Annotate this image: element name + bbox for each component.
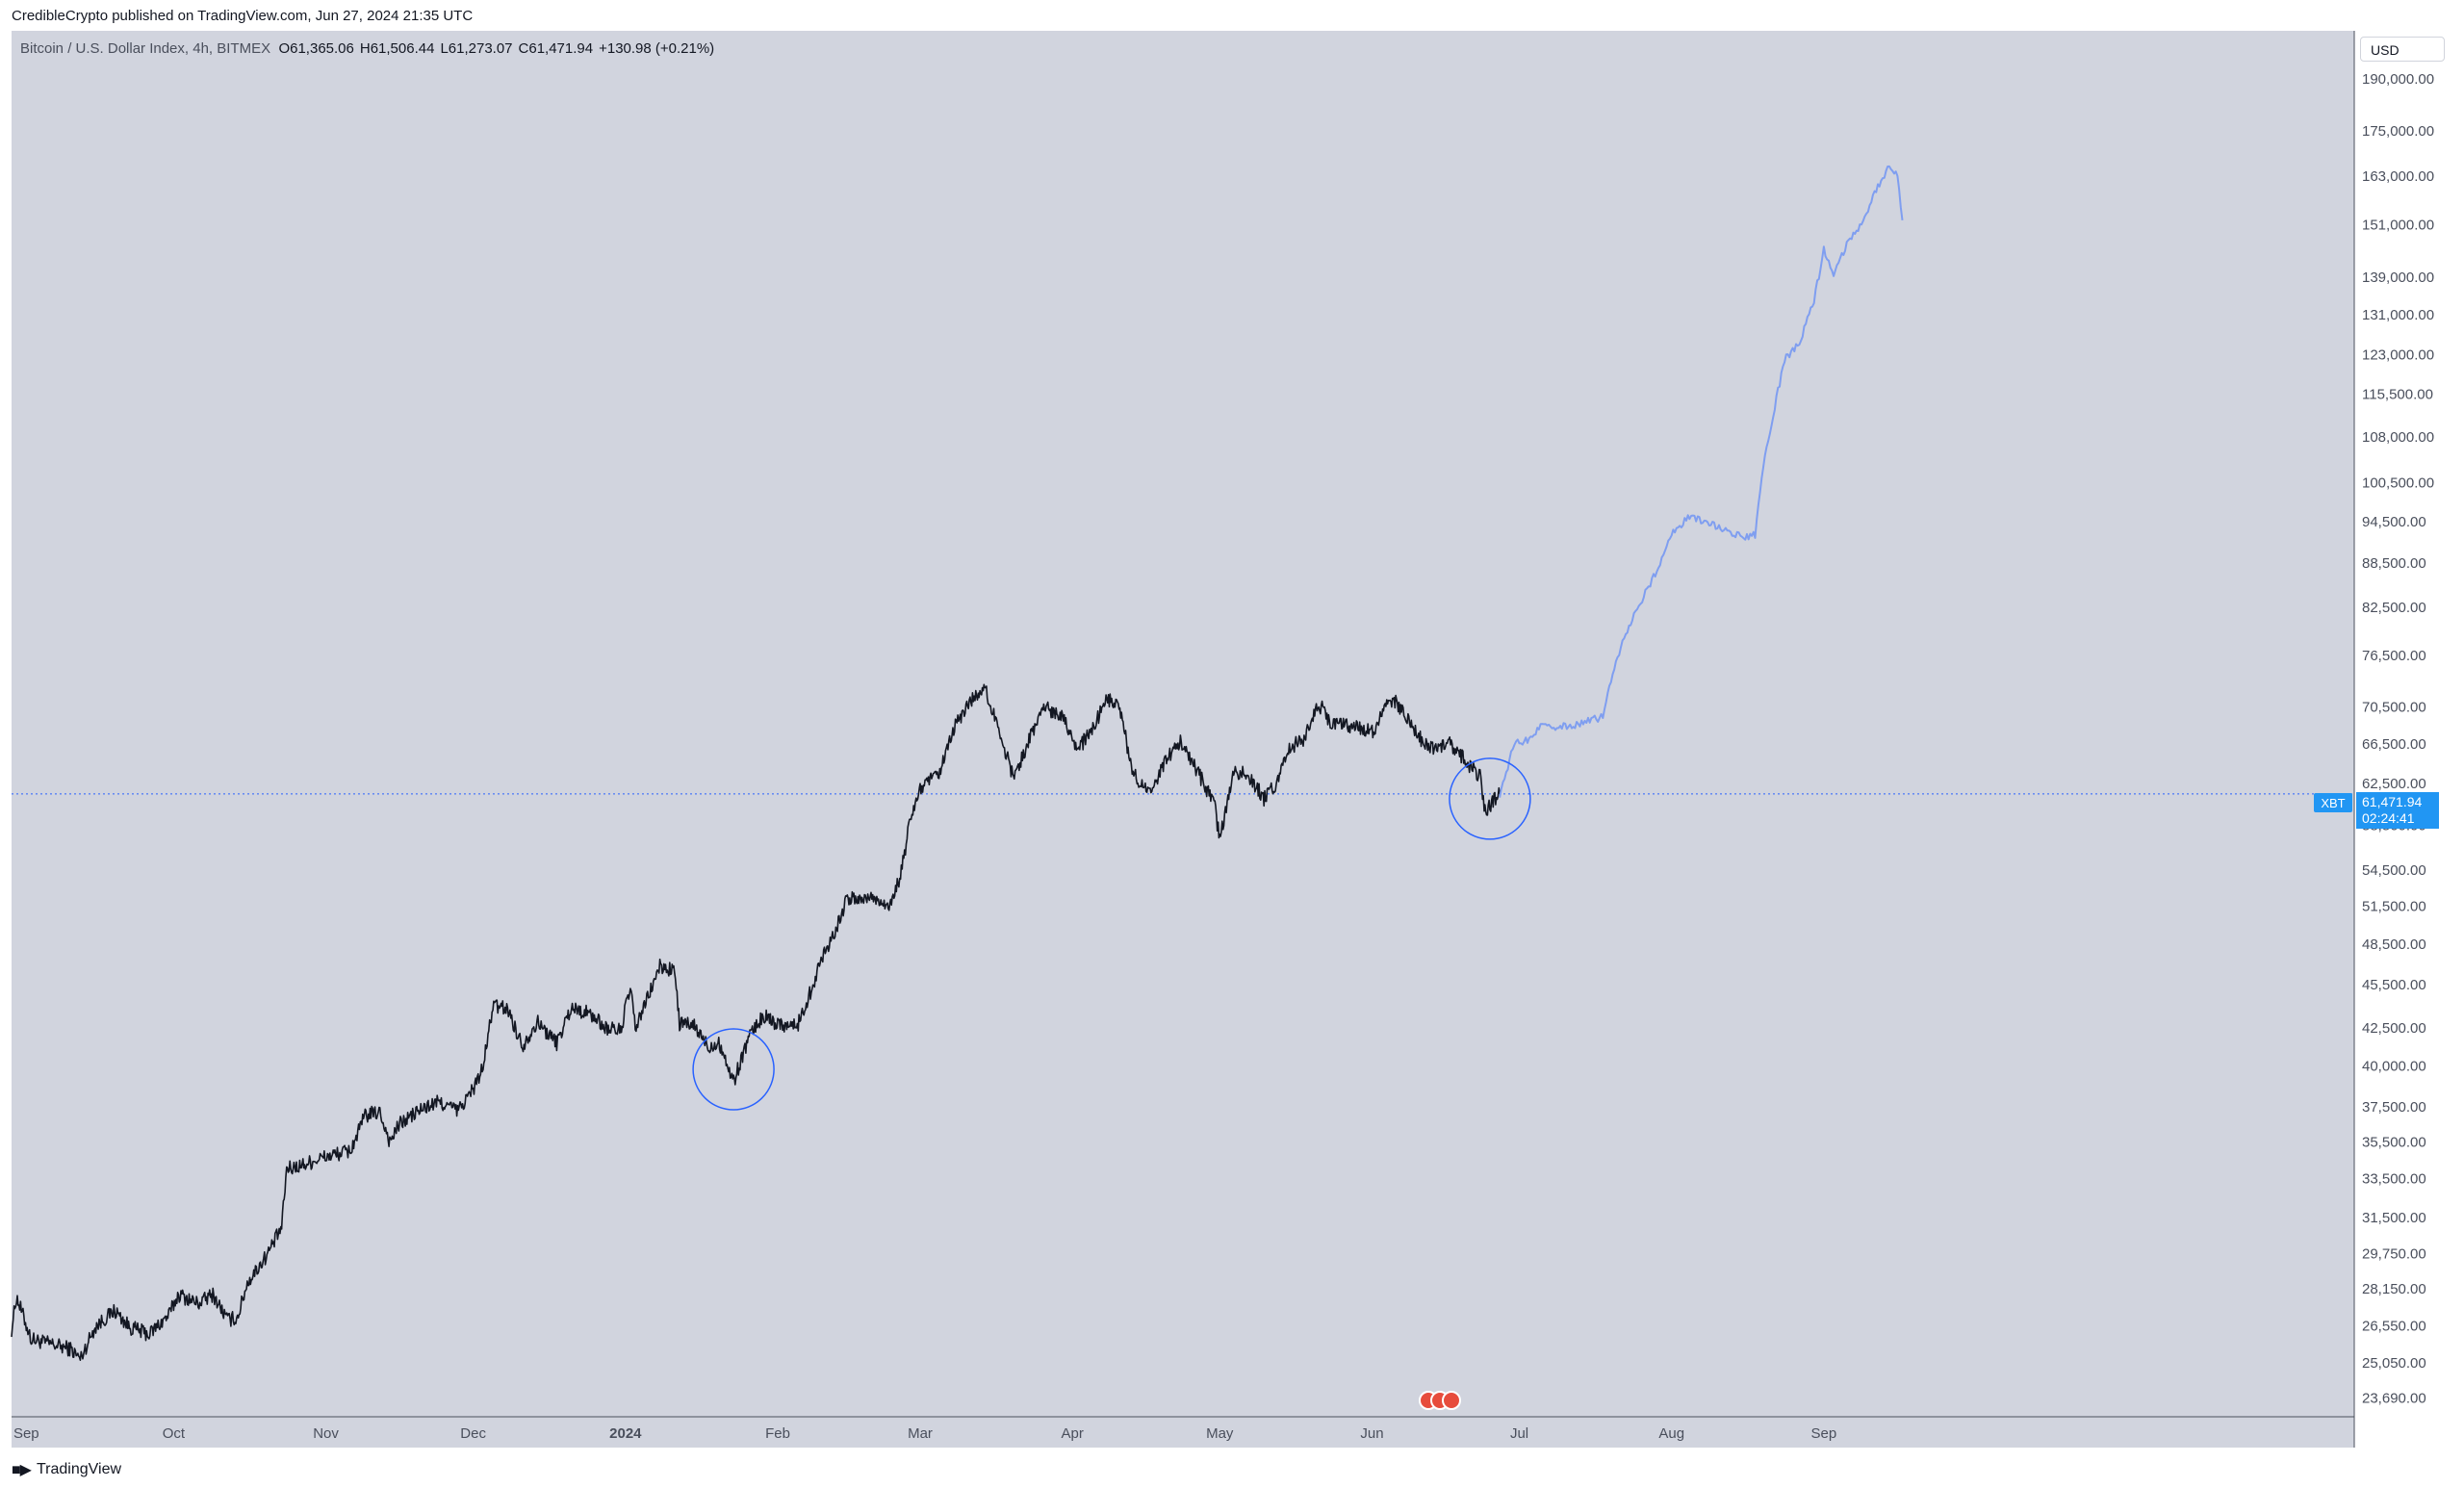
price-tick-label: 40,000.00 <box>2362 1059 2426 1075</box>
price-tick-label: 123,000.00 <box>2362 346 2434 363</box>
price-tick-label: 33,500.00 <box>2362 1170 2426 1187</box>
brand-name: TradingView <box>36 1461 122 1477</box>
time-tick-label: Aug <box>1658 1425 1684 1442</box>
price-tick-label: 48,500.00 <box>2362 936 2426 953</box>
time-tick-label: Jun <box>1360 1425 1383 1442</box>
price-tick-label: 51,500.00 <box>2362 898 2426 914</box>
low-label: L <box>440 40 449 57</box>
price-tick-label: 100,500.00 <box>2362 475 2434 491</box>
symbol-tag: XBT <box>2321 796 2345 810</box>
price-tick-label: 175,000.00 <box>2362 123 2434 140</box>
tradingview-brand[interactable]: ■▶ TradingView <box>12 1460 121 1479</box>
price-tick-label: 88,500.00 <box>2362 555 2426 572</box>
circle-marker <box>692 1028 775 1111</box>
price-tick-label: 37,500.00 <box>2362 1099 2426 1116</box>
price-tick-label: 151,000.00 <box>2362 217 2434 233</box>
price-tick-label: 54,500.00 <box>2362 862 2426 879</box>
price-tick-label: 29,750.00 <box>2362 1246 2426 1263</box>
price-tick-label: 94,500.00 <box>2362 514 2426 530</box>
price-tick-label: 28,150.00 <box>2362 1281 2426 1297</box>
us-flag-icon[interactable] <box>1442 1391 1461 1410</box>
price-series-line <box>11 683 1501 1361</box>
open-value: 61,365.06 <box>290 40 354 57</box>
time-tick-label: Jul <box>1510 1425 1528 1442</box>
price-tick-label: 115,500.00 <box>2362 387 2433 403</box>
symbol-tag-bg <box>2314 793 2352 812</box>
economic-events[interactable] <box>1419 1391 1461 1410</box>
time-scale-background <box>12 1417 2354 1448</box>
time-tick-label: Apr <box>1062 1425 1084 1442</box>
price-tick-label: 139,000.00 <box>2362 269 2434 286</box>
price-axis: 190,000.00 175,000.00 163,000.00 151,000.00… <box>2362 71 2434 1407</box>
time-tick-label: Sep <box>1811 1425 1837 1442</box>
price-tick-label: 35,500.00 <box>2362 1134 2426 1150</box>
time-tick-label: Nov <box>313 1425 339 1442</box>
price-tick-label: 31,500.00 <box>2362 1210 2426 1226</box>
close-value: 61,471.94 <box>528 40 594 57</box>
price-tick-label: 25,050.00 <box>2362 1355 2426 1372</box>
price-tick-label: 42,500.00 <box>2362 1020 2426 1037</box>
high-label: H <box>359 40 371 57</box>
series-layer <box>11 165 1904 1361</box>
marker-layer <box>692 757 1531 1111</box>
price-tag-countdown: 02:24:41 <box>2362 810 2415 826</box>
price-scale-background <box>2354 31 2452 1417</box>
price-tick-label: 26,550.00 <box>2362 1319 2426 1335</box>
time-tick-label: Dec <box>460 1425 486 1442</box>
price-tick-label: 23,690.00 <box>2362 1391 2426 1407</box>
price-tick-label: 131,000.00 <box>2362 307 2434 323</box>
change-value: +130.98 (+0.21%) <box>599 40 715 57</box>
price-tick-label: 66,500.00 <box>2362 736 2426 753</box>
publisher-line: CredibleCrypto published on TradingView.… <box>12 8 474 24</box>
time-tick-label: Feb <box>765 1425 790 1442</box>
price-tick-label: 108,000.00 <box>2362 429 2434 446</box>
time-tick-label: Mar <box>908 1425 933 1442</box>
price-tick-label: 163,000.00 <box>2362 168 2434 185</box>
time-tick-label: Sep <box>13 1425 39 1442</box>
tradingview-logo-icon: ■▶ <box>12 1462 32 1478</box>
price-tick-label: 190,000.00 <box>2362 71 2434 88</box>
projection-series-line <box>1499 165 1904 798</box>
time-tick-label: 2024 <box>609 1425 642 1442</box>
price-tick-label: 76,500.00 <box>2362 648 2426 664</box>
price-tick-label: 45,500.00 <box>2362 977 2426 993</box>
symbol-name: Bitcoin / U.S. Dollar Index, 4h, BITMEX <box>20 40 271 57</box>
price-tick-label: 70,500.00 <box>2362 700 2426 716</box>
price-tick-label: 82,500.00 <box>2362 600 2426 616</box>
time-tick-label: May <box>1206 1425 1234 1442</box>
price-tick-label: 62,500.00 <box>2362 776 2426 792</box>
open-label: O <box>278 40 291 57</box>
symbol-legend: Bitcoin / U.S. Dollar Index, 4h, BITMEX … <box>20 40 714 57</box>
plot-background <box>12 31 2354 1417</box>
close-label: C <box>518 40 529 57</box>
currency-button[interactable]: USD <box>2360 37 2445 62</box>
circle-marker <box>1449 757 1531 840</box>
price-tag-bg <box>2356 792 2439 829</box>
low-value: 61,273.07 <box>448 40 513 57</box>
price-tag-value: 61,471.94 <box>2362 794 2422 809</box>
time-tick-label: Oct <box>163 1425 186 1442</box>
high-value: 61,506.44 <box>370 40 435 57</box>
time-axis: Sep Oct Nov Dec 2024 Feb Mar Apr May Jun Jul Aug Sep <box>13 1425 1836 1442</box>
last-price-tag: XBT 61,471.94 02:24:41 <box>2314 792 2439 829</box>
